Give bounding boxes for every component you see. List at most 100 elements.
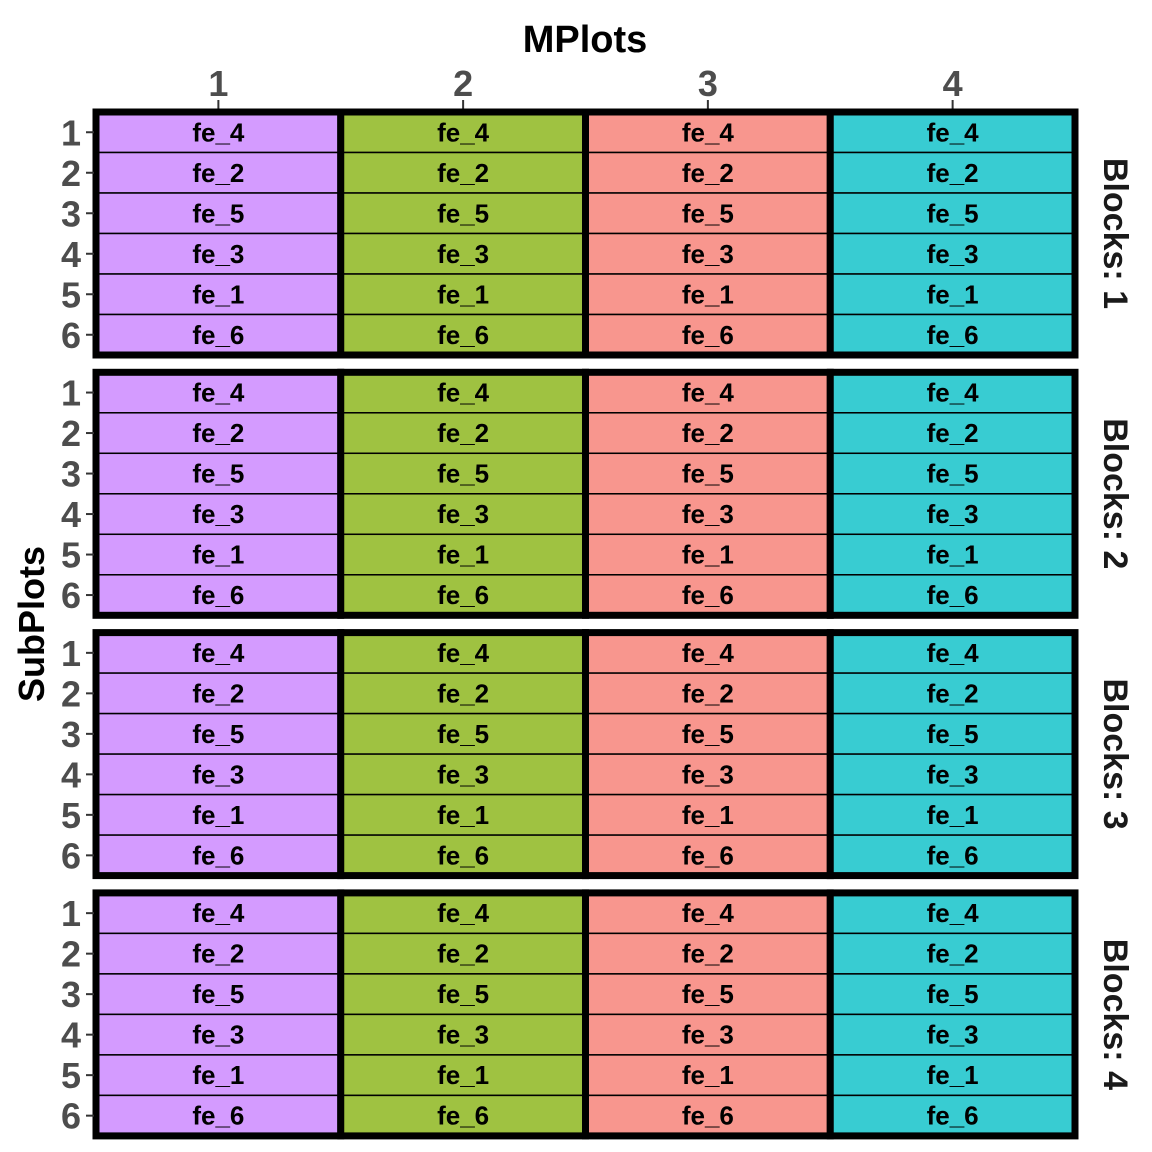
subplot-treatment-label: fe_6 bbox=[437, 320, 489, 350]
subplot-cell bbox=[829, 712, 1076, 755]
subplot-treatment-label: fe_4 bbox=[927, 638, 980, 668]
subplot-cell bbox=[584, 631, 831, 674]
subplot-treatment-label: fe_2 bbox=[437, 418, 489, 448]
subplot-treatment-label: fe_3 bbox=[682, 1020, 734, 1050]
subplot-cell bbox=[584, 412, 831, 455]
y-tick-label: 4 bbox=[61, 234, 81, 275]
facet-panel: fe_4 fe_2 fe_5 fe_3 fe_1 fe_6 fe_4 fe_2 fe_5 fe_3… bbox=[61, 368, 1134, 619]
facet-panel: fe_4 fe_2 fe_5 fe_3 fe_1 fe_6 fe_4 fe_2 fe_5 fe_3… bbox=[61, 108, 1134, 359]
subplot-treatment-label: fe_1 bbox=[682, 800, 734, 830]
subplot-treatment-label: fe_5 bbox=[927, 198, 979, 228]
y-tick-label: 2 bbox=[61, 934, 81, 975]
subplot-cell bbox=[829, 493, 1076, 536]
subplot-treatment-label: fe_5 bbox=[682, 198, 734, 228]
subplot-treatment-label: fe_6 bbox=[927, 840, 979, 870]
subplot-treatment-label: fe_4 bbox=[192, 638, 245, 668]
subplot-cell bbox=[829, 631, 1076, 674]
subplot-treatment-label: fe_3 bbox=[682, 499, 734, 529]
subplot-cell bbox=[584, 574, 831, 617]
subplot-cell bbox=[584, 1013, 831, 1056]
subplot-cell bbox=[584, 712, 831, 755]
subplot-treatment-label: fe_1 bbox=[437, 540, 489, 570]
subplot-cell bbox=[95, 192, 342, 235]
subplot-treatment-label: fe_3 bbox=[927, 1020, 979, 1050]
y-tick-label: 5 bbox=[61, 274, 81, 315]
subplot-treatment-label: fe_2 bbox=[682, 158, 734, 188]
subplot-treatment-label: fe_2 bbox=[192, 678, 244, 708]
subplot-treatment-label: fe_5 bbox=[437, 719, 489, 749]
subplot-treatment-label: fe_4 bbox=[927, 378, 980, 408]
mplot-column: fe_4 fe_2 fe_5 fe_3 fe_1 fe_6 bbox=[582, 889, 834, 1140]
y-tick-label: 1 bbox=[61, 893, 81, 934]
subplot-cell bbox=[340, 371, 587, 414]
y-tick-label: 3 bbox=[61, 974, 81, 1015]
subplot-treatment-label: fe_5 bbox=[192, 198, 244, 228]
subplot-treatment-label: fe_5 bbox=[927, 719, 979, 749]
subplot-cell bbox=[829, 273, 1076, 316]
subplot-treatment-label: fe_4 bbox=[192, 898, 245, 928]
subplot-treatment-label: fe_4 bbox=[437, 638, 490, 668]
subplot-treatment-label: fe_1 bbox=[437, 800, 489, 830]
subplot-cell bbox=[340, 232, 587, 275]
subplot-cell bbox=[829, 753, 1076, 796]
y-tick-label: 4 bbox=[61, 1015, 81, 1056]
mplot-column: fe_4 fe_2 fe_5 fe_3 fe_1 fe_6 bbox=[337, 368, 589, 619]
subplot-cell bbox=[340, 834, 587, 877]
mplot-column: fe_4 fe_2 fe_5 fe_3 fe_1 fe_6 bbox=[826, 889, 1079, 1140]
subplot-treatment-label: fe_1 bbox=[682, 540, 734, 570]
y-tick-label: 1 bbox=[61, 373, 81, 414]
subplot-cell bbox=[829, 672, 1076, 715]
subplot-treatment-label: fe_3 bbox=[437, 759, 489, 789]
y-tick-label: 1 bbox=[61, 112, 81, 153]
subplot-cell bbox=[95, 1054, 342, 1097]
subplot-treatment-label: fe_5 bbox=[192, 719, 244, 749]
y-tick-label: 5 bbox=[61, 1055, 81, 1096]
subplot-treatment-label: fe_4 bbox=[437, 378, 490, 408]
facet-strip-label: Blocks: 1 bbox=[1096, 158, 1134, 309]
subplot-treatment-label: fe_1 bbox=[927, 800, 979, 830]
subplot-treatment-label: fe_3 bbox=[192, 239, 244, 269]
subplot-treatment-label: fe_5 bbox=[927, 979, 979, 1009]
mplot-column: fe_4 fe_2 fe_5 fe_3 fe_1 fe_6 bbox=[826, 108, 1079, 359]
subplot-cell bbox=[584, 672, 831, 715]
facet-strip-label: Blocks: 2 bbox=[1096, 418, 1134, 569]
subplot-cell bbox=[95, 493, 342, 536]
mplot-border bbox=[826, 629, 1079, 880]
x-tick-label: 1 bbox=[208, 63, 228, 104]
subplot-treatment-label: fe_5 bbox=[437, 459, 489, 489]
subplot-treatment-label: fe_6 bbox=[682, 320, 734, 350]
mplot-column: fe_4 fe_2 fe_5 fe_3 fe_1 fe_6 bbox=[826, 368, 1079, 619]
subplot-treatment-label: fe_1 bbox=[682, 1060, 734, 1090]
subplot-cell bbox=[340, 753, 587, 796]
subplot-treatment-label: fe_5 bbox=[682, 719, 734, 749]
subplot-treatment-label: fe_2 bbox=[682, 418, 734, 448]
subplot-treatment-label: fe_2 bbox=[927, 418, 979, 448]
y-tick-label: 5 bbox=[61, 795, 81, 836]
mplot-column: fe_4 fe_2 fe_5 fe_3 fe_1 fe_6 bbox=[826, 629, 1079, 880]
subplot-treatment-label: fe_6 bbox=[682, 1101, 734, 1131]
subplot-treatment-label: fe_2 bbox=[927, 158, 979, 188]
subplot-treatment-label: fe_6 bbox=[192, 1101, 244, 1131]
y-tick-label: 6 bbox=[61, 315, 81, 356]
mplot-column: fe_4 fe_2 fe_5 fe_3 fe_1 fe_6 bbox=[92, 108, 345, 359]
subplot-cell bbox=[829, 1054, 1076, 1097]
facet-strip-label: Blocks: 3 bbox=[1096, 679, 1134, 830]
subplot-treatment-label: fe_4 bbox=[927, 898, 980, 928]
y-tick-label: 2 bbox=[61, 413, 81, 454]
subplot-treatment-label: fe_2 bbox=[437, 158, 489, 188]
y-tick-label: 1 bbox=[61, 633, 81, 674]
x-tick-label: 4 bbox=[943, 63, 963, 104]
subplot-treatment-label: fe_1 bbox=[192, 279, 244, 309]
y-tick-label: 3 bbox=[61, 714, 81, 755]
subplot-cell bbox=[340, 192, 587, 235]
subplot-treatment-label: fe_4 bbox=[192, 117, 245, 147]
subplot-treatment-label: fe_3 bbox=[927, 499, 979, 529]
mplot-border bbox=[826, 108, 1079, 359]
subplot-treatment-label: fe_5 bbox=[682, 459, 734, 489]
x-axis-ticks: 1 2 3 4 bbox=[208, 63, 963, 110]
mplot-column: fe_4 fe_2 fe_5 fe_3 fe_1 fe_6 bbox=[337, 629, 589, 880]
y-tick-label: 3 bbox=[61, 193, 81, 234]
subplot-treatment-label: fe_4 bbox=[682, 898, 735, 928]
subplot-treatment-label: fe_4 bbox=[437, 117, 490, 147]
y-tick-label: 6 bbox=[61, 835, 81, 876]
